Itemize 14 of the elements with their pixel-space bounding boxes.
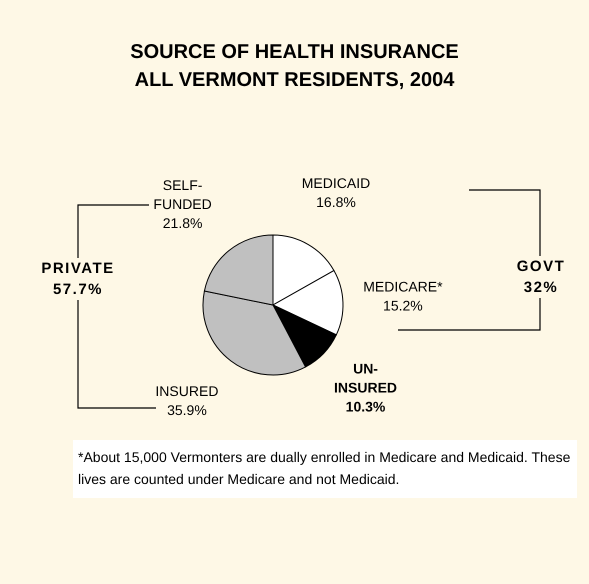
slice-label: SELF-FUNDED — [153, 177, 212, 212]
slice-label: MEDICAID — [302, 175, 370, 192]
data-label: 21.8% — [162, 215, 202, 232]
text: GOVT 32% — [491, 256, 589, 298]
text: *About 15,000 Vermonters are dually enrolled in Medicare and Medicaid. These lives are counted under Medicare and not Medicaid. — [73, 440, 577, 498]
slice-label: INSURED — [155, 382, 218, 399]
data-label: 35.9% — [167, 402, 207, 418]
slice-label: UN-INSURED — [334, 360, 398, 396]
data-label: 16.8% — [316, 194, 356, 210]
data-label: 10.3% — [346, 398, 386, 414]
text: PRIVATE 57.7% — [28, 258, 128, 300]
chart-title: SOURCE OF HEALTH INSURANCE ALL VERMONT RESIDENTS, 2004 — [129, 40, 460, 93]
data-label: 15.2% — [383, 297, 423, 314]
slice-label: MEDICARE* — [363, 278, 444, 294]
